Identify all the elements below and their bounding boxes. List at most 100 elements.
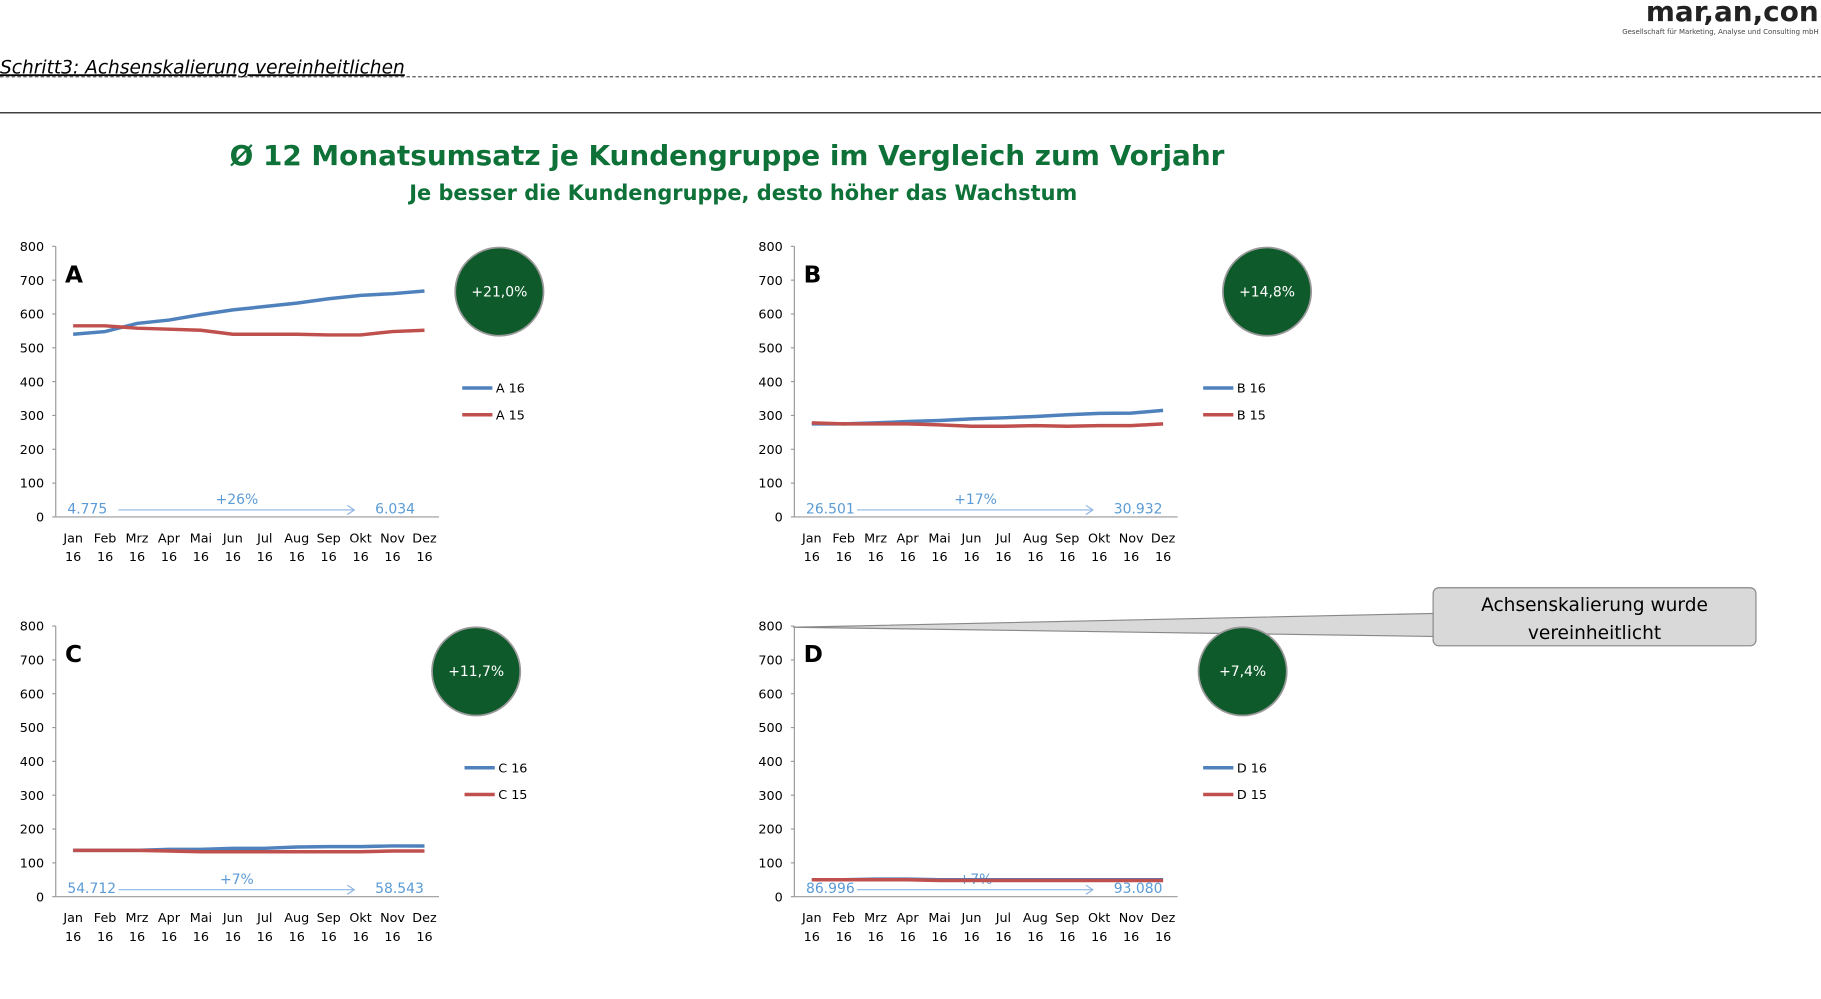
y-tick-label: 100 [758, 857, 782, 872]
x-tick-label: Apr 16 [897, 911, 920, 945]
legend-label: D 15 [1237, 788, 1267, 803]
x-tick-label: Mai 16 [190, 911, 212, 945]
x-tick-label: Nov 16 [1119, 911, 1144, 945]
callout-text: Achsenskalierung wurde [1481, 595, 1708, 616]
series-line [811, 408, 1164, 426]
y-tick-label: 100 [758, 477, 782, 492]
growth-label: +11,7% [448, 664, 504, 680]
x-tick-label: Jun 16 [222, 531, 243, 565]
x-tick-label: Feb 16 [832, 911, 855, 945]
x-tick-label: Apr 16 [158, 531, 181, 565]
x-tick-label: Jul 16 [256, 531, 273, 565]
change-label: +7% [220, 872, 254, 888]
x-tick-label: Feb 16 [832, 531, 855, 565]
main-title: Ø 12 Monatsumsatz je Kundengruppe im Ver… [230, 139, 1225, 172]
y-tick-label: 400 [758, 375, 782, 390]
growth-label: +21,0% [471, 284, 527, 300]
x-tick-label: Sep 16 [1055, 531, 1079, 565]
legend-label: C 15 [498, 788, 527, 803]
y-tick-label: 800 [20, 620, 44, 635]
start-total: 86.996 [806, 881, 855, 897]
y-tick-label: 500 [20, 341, 44, 356]
y-tick-label: 800 [758, 620, 782, 635]
y-tick-label: 800 [758, 240, 782, 255]
x-tick-label: Aug 16 [1023, 911, 1048, 945]
y-tick-label: 200 [20, 443, 44, 458]
y-tick-label: 200 [20, 823, 44, 838]
x-tick-label: Jul 16 [256, 911, 273, 945]
panel-label: A [65, 261, 83, 288]
x-tick-label: Jul 16 [995, 911, 1012, 945]
callout-text: vereinheitlicht [1528, 623, 1661, 644]
legend-label: A 16 [496, 382, 525, 397]
y-tick-label: 400 [20, 375, 44, 390]
end-total: 58.543 [375, 881, 424, 897]
y-tick-label: 700 [20, 274, 44, 289]
x-tick-label: Jul 16 [995, 531, 1012, 565]
y-tick-label: 500 [20, 721, 44, 736]
growth-label: +7,4% [1219, 664, 1266, 680]
change-label: +17% [954, 492, 997, 508]
y-tick-label: 0 [36, 511, 44, 526]
x-tick-label: Dez 16 [1151, 531, 1176, 565]
x-tick-label: Dez 16 [412, 911, 437, 945]
y-tick-label: 600 [758, 687, 782, 702]
growth-arrowhead [346, 504, 356, 516]
end-total: 6.034 [375, 501, 415, 517]
growth-arrowhead [346, 884, 356, 895]
series-line [811, 878, 1164, 883]
x-tick-label: Jan 16 [801, 911, 822, 945]
x-tick-label: Apr 16 [897, 531, 920, 565]
x-tick-label: Feb 16 [94, 911, 117, 945]
x-tick-label: Sep 16 [1055, 911, 1079, 945]
y-tick-label: 600 [758, 308, 782, 323]
x-tick-label: Mrz 16 [864, 531, 887, 565]
x-tick-label: Jan 16 [62, 911, 83, 945]
series-line [811, 421, 1164, 429]
change-label: +26% [216, 492, 259, 508]
x-tick-label: Aug 16 [284, 911, 309, 945]
panel-label: B [804, 261, 822, 288]
x-tick-label: Okt 16 [349, 531, 371, 565]
panel-label: C [65, 641, 82, 668]
y-tick-label: 700 [758, 654, 782, 669]
x-tick-label: Okt 16 [1088, 531, 1110, 565]
legend-label: A 15 [496, 408, 525, 423]
x-tick-label: Dez 16 [412, 531, 437, 565]
x-tick-label: Feb 16 [94, 531, 117, 565]
series-line [73, 324, 425, 337]
growth-badge [1197, 626, 1288, 717]
legend-label: D 16 [1237, 761, 1267, 776]
x-tick-label: Mrz 16 [126, 911, 149, 945]
y-tick-label: 100 [20, 477, 44, 492]
legend-label: B 15 [1237, 408, 1266, 423]
x-tick-label: Sep 16 [317, 911, 341, 945]
x-tick-label: Sep 16 [317, 531, 341, 565]
x-tick-label: Mai 16 [928, 531, 950, 565]
x-tick-label: Aug 16 [1023, 531, 1048, 565]
y-tick-label: 200 [758, 823, 782, 838]
logo-sub: Gesellschaft für Marketing, Analyse und … [1622, 28, 1818, 36]
x-tick-label: Jan 16 [62, 531, 83, 565]
x-tick-label: Aug 16 [284, 531, 309, 565]
growth-arrowhead [1085, 504, 1094, 516]
x-tick-label: Okt 16 [1088, 911, 1110, 945]
start-total: 54.712 [67, 881, 116, 897]
y-tick-label: 200 [758, 443, 782, 458]
x-tick-label: Mrz 16 [126, 531, 149, 565]
legend-label: B 16 [1237, 382, 1266, 397]
y-tick-label: 0 [36, 890, 44, 905]
x-tick-label: Okt 16 [349, 911, 371, 945]
x-tick-label: Mrz 16 [864, 911, 887, 945]
callout-box [1432, 587, 1757, 647]
y-tick-label: 700 [758, 274, 782, 289]
y-tick-label: 400 [758, 755, 782, 770]
x-tick-label: Dez 16 [1151, 911, 1176, 945]
growth-badge [1222, 246, 1313, 337]
x-tick-label: Nov 16 [380, 911, 405, 945]
end-total: 93.080 [1114, 881, 1163, 897]
y-tick-label: 700 [20, 654, 44, 669]
y-tick-label: 400 [20, 755, 44, 770]
x-tick-label: Jun 16 [960, 911, 981, 945]
